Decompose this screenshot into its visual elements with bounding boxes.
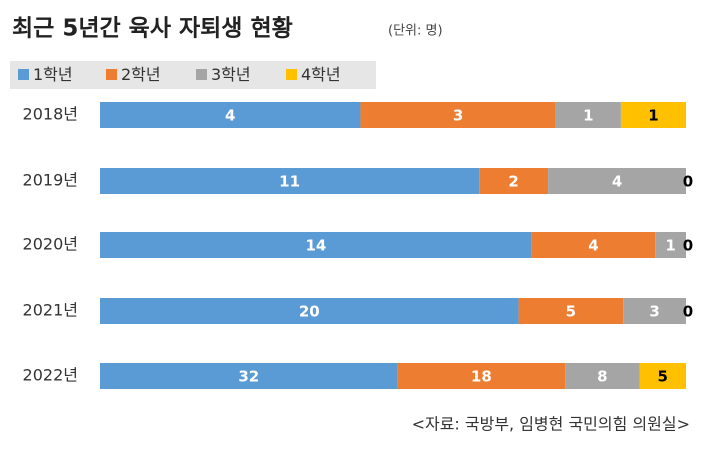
legend-swatch: [286, 69, 297, 80]
bar-segment: [620, 102, 686, 128]
legend-swatch: [196, 69, 207, 80]
chart-title: 최근 5년간 육사 자퇴생 현황: [12, 16, 293, 42]
data-label: 20: [299, 303, 320, 321]
data-label: 3: [453, 107, 463, 125]
bar-segment: [397, 363, 566, 389]
data-label: 3: [649, 303, 659, 321]
bar-segment: [100, 363, 398, 389]
y-tick-label: 2021년: [23, 301, 78, 320]
legend-label: 4학년: [301, 65, 341, 84]
bar-segment: [518, 298, 624, 324]
legend-label: 1학년: [33, 65, 73, 84]
bar-segment: [100, 168, 480, 194]
data-label: 5: [566, 303, 576, 321]
legend-background: [10, 61, 376, 89]
source-note: <자료: 국방부, 임병현 국민의힘 의원실>: [412, 415, 690, 434]
data-label: 0: [683, 303, 693, 321]
data-label: 1: [665, 237, 675, 255]
data-label: 18: [471, 368, 492, 386]
legend-swatch: [106, 69, 117, 80]
data-label: 8: [597, 368, 607, 386]
bar-segment: [360, 102, 556, 128]
bar-segment: [555, 102, 621, 128]
data-label: 32: [238, 368, 259, 386]
legend-swatch: [18, 69, 29, 80]
data-label: 11: [279, 173, 300, 191]
y-tick-label: 2018년: [23, 105, 78, 124]
bar-segment: [100, 298, 519, 324]
y-tick-label: 2022년: [23, 366, 78, 385]
bar-segment: [548, 168, 686, 194]
data-label: 1: [583, 107, 593, 125]
bar-segment: [639, 363, 686, 389]
bar-segment: [100, 102, 361, 128]
data-label: 14: [305, 237, 326, 255]
data-label: 4: [588, 237, 598, 255]
data-label: 4: [612, 173, 622, 191]
bar-segment: [479, 168, 549, 194]
bar-segment: [531, 232, 656, 258]
bar-segment: [655, 232, 686, 258]
data-label: 2: [508, 173, 518, 191]
data-label: 4: [225, 107, 235, 125]
chart-subtitle: (단위: 명): [388, 24, 443, 39]
legend-label: 2학년: [121, 65, 161, 84]
data-label: 5: [658, 368, 668, 386]
data-label: 0: [683, 173, 693, 191]
legend-label: 3학년: [211, 65, 251, 84]
y-tick-label: 2020년: [23, 235, 78, 254]
data-label: 1: [648, 107, 658, 125]
bar-segment: [623, 298, 686, 324]
y-tick-label: 2019년: [23, 171, 78, 190]
bar-segment: [565, 363, 640, 389]
data-label: 0: [683, 237, 693, 255]
bar-segment: [100, 232, 532, 258]
